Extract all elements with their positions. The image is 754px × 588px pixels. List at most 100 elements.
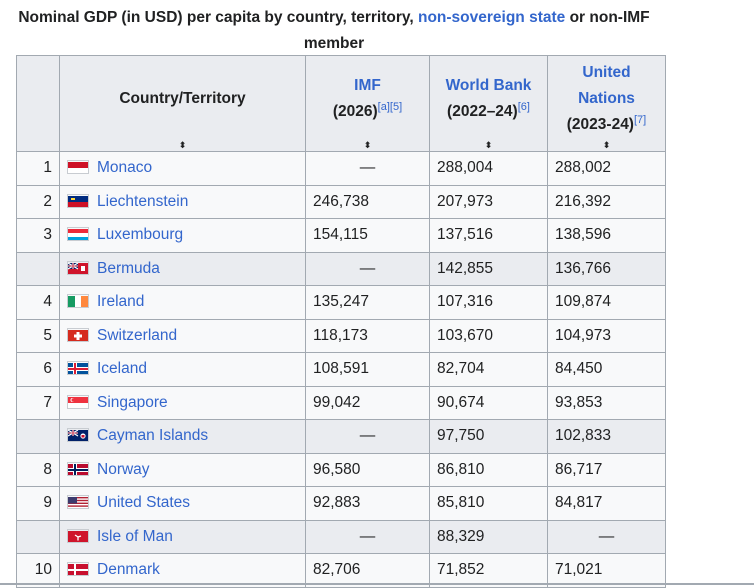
world-bank-footnote-link[interactable]: [6] <box>517 100 530 113</box>
table-row: 1 Monaco —288,004 288,002 <box>16 151 666 186</box>
country-cell: Iceland <box>59 352 306 387</box>
world-bank-value-cell: 288,004 <box>429 151 548 186</box>
country-link[interactable]: Norway <box>97 460 150 478</box>
ireland-flag-icon <box>67 294 89 309</box>
imf-link[interactable]: IMF <box>354 76 381 94</box>
sort-icon[interactable]: ⬍ <box>484 140 493 150</box>
united-nations-value-cell: 84,817 <box>547 486 666 521</box>
sort-icon[interactable]: ⬍ <box>602 140 611 150</box>
world-bank-years: (2022–24) <box>447 102 518 120</box>
table-row: Bermuda —142,855 136,766 <box>16 251 666 286</box>
imf-value-cell: 96,580 <box>305 452 430 487</box>
caption-text-after: or non-IMF member <box>303 9 650 52</box>
bermuda-flag-icon <box>67 260 89 275</box>
header-row: Country/Territory ⬍ IMF (2026)[a][5] ⬍ W… <box>16 55 666 152</box>
world-bank-value-cell: 85,810 <box>429 486 548 521</box>
world-bank-value-cell: 107,316 <box>429 285 548 320</box>
table-row: Cayman Islands —97,750 102,833 <box>16 419 666 454</box>
table-row: 3 Luxembourg 154,115 137,516 138,596 <box>16 218 666 253</box>
table-caption: Nominal GDP (in USD) per capita by count… <box>0 5 668 57</box>
country-cell: Singapore <box>59 385 306 420</box>
united-nations-value-cell: 104,973 <box>547 318 666 353</box>
country-link[interactable]: United States <box>97 494 191 512</box>
country-link[interactable]: Switzerland <box>97 326 178 344</box>
gdp-table: Country/Territory ⬍ IMF (2026)[a][5] ⬍ W… <box>16 55 666 588</box>
world-bank-value-cell: 71,852 <box>429 553 548 588</box>
country-link[interactable]: Bermuda <box>97 259 160 277</box>
world-bank-header[interactable]: World Bank (2022–24)[6] ⬍ <box>429 55 548 152</box>
table-row: 4 Ireland 135,247 107,316 109,874 <box>16 285 666 320</box>
country-link[interactable]: Denmark <box>97 561 160 579</box>
country-cell: Denmark <box>59 553 306 588</box>
united-nations-value-cell: 109,874 <box>547 285 666 320</box>
rank-cell: 10 <box>16 553 60 588</box>
united-nations-link-line1[interactable]: United <box>582 63 631 81</box>
united-nations-header[interactable]: United Nations (2023-24)[7] ⬍ <box>547 55 666 152</box>
imf-header[interactable]: IMF (2026)[a][5] ⬍ <box>305 55 430 152</box>
table-row: 7 Singapore 99,042 90,674 93,853 <box>16 385 666 420</box>
non-sovereign-state-link[interactable]: non-sovereign state <box>417 9 566 26</box>
country-header-label: Country/Territory <box>119 89 246 107</box>
world-bank-link[interactable]: World Bank <box>445 76 532 94</box>
sort-icon[interactable]: ⬍ <box>363 140 372 150</box>
sort-icon[interactable]: ⬍ <box>178 140 187 150</box>
imf-value-cell: 82,706 <box>305 553 430 588</box>
rank-cell: 5 <box>16 318 60 353</box>
imf-value-cell: — <box>305 151 430 186</box>
country-link[interactable]: Isle of Man <box>97 527 173 545</box>
country-link[interactable]: Ireland <box>97 293 145 311</box>
imf-year: (2026) <box>332 102 378 120</box>
country-link[interactable]: Monaco <box>97 159 153 177</box>
country-link[interactable]: Liechtenstein <box>97 192 189 210</box>
united-nations-value-cell: 138,596 <box>547 218 666 253</box>
table-row: 10 Denmark 82,706 71,852 71,021 <box>16 553 666 588</box>
country-link[interactable]: Iceland <box>97 360 147 378</box>
table-row: Isle of Man —88,329— <box>16 519 666 554</box>
united-nations-value-cell: — <box>547 519 666 554</box>
country-link[interactable]: Singapore <box>97 393 168 411</box>
imf-value-cell: 99,042 <box>305 385 430 420</box>
imf-value-cell: 246,738 <box>305 184 430 219</box>
isle-of-man-flag-icon <box>67 528 89 543</box>
country-cell: Luxembourg <box>59 218 306 253</box>
world-bank-value-cell: 207,973 <box>429 184 548 219</box>
country-cell: United States <box>59 486 306 521</box>
monaco-flag-icon <box>67 160 89 175</box>
rank-cell: 9 <box>16 486 60 521</box>
imf-value-cell: — <box>305 519 430 554</box>
imf-footnote-link[interactable]: [a][5] <box>377 100 403 113</box>
country-header[interactable]: Country/Territory ⬍ <box>59 55 306 152</box>
table-row: 6 Iceland 108,591 82,704 84,450 <box>16 352 666 387</box>
united-nations-value-cell: 102,833 <box>547 419 666 454</box>
united-nations-footnote-link[interactable]: [7] <box>633 113 647 126</box>
world-bank-value-cell: 88,329 <box>429 519 548 554</box>
imf-value-cell: 154,115 <box>305 218 430 253</box>
cayman-islands-flag-icon <box>67 428 89 443</box>
united-states-flag-icon <box>67 495 89 510</box>
luxembourg-flag-icon <box>67 227 89 242</box>
country-cell: Liechtenstein <box>59 184 306 219</box>
united-nations-value-cell: 216,392 <box>547 184 666 219</box>
table-row: 2 Liechtenstein 246,738 207,973 216,392 <box>16 184 666 219</box>
table-row: 9 United States 92,883 85,810 84,817 <box>16 486 666 521</box>
rank-cell <box>16 251 60 286</box>
imf-value-cell: 135,247 <box>305 285 430 320</box>
world-bank-value-cell: 97,750 <box>429 419 548 454</box>
country-cell: Cayman Islands <box>59 419 306 454</box>
country-cell: Bermuda <box>59 251 306 286</box>
united-nations-years: (2023-24) <box>566 115 634 133</box>
rank-header <box>16 55 60 152</box>
country-cell: Ireland <box>59 285 306 320</box>
rank-cell <box>16 419 60 454</box>
country-cell: Switzerland <box>59 318 306 353</box>
imf-value-cell: — <box>305 419 430 454</box>
united-nations-link-line2[interactable]: Nations <box>578 89 635 107</box>
country-cell: Norway <box>59 452 306 487</box>
world-bank-value-cell: 90,674 <box>429 385 548 420</box>
country-link[interactable]: Cayman Islands <box>97 427 209 445</box>
rank-cell: 7 <box>16 385 60 420</box>
world-bank-value-cell: 142,855 <box>429 251 548 286</box>
imf-value-cell: 118,173 <box>305 318 430 353</box>
imf-value-cell: 108,591 <box>305 352 430 387</box>
country-link[interactable]: Luxembourg <box>97 226 184 244</box>
